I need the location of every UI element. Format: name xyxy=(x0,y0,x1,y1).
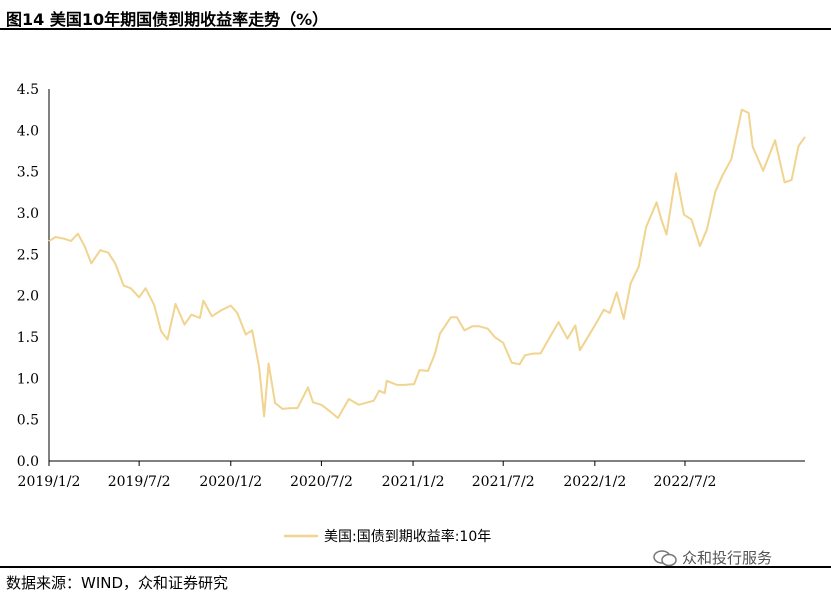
x-tick-label: 2019/7/2 xyxy=(108,474,171,490)
y-tick-label: 2.0 xyxy=(17,289,39,305)
y-tick-label: 4.0 xyxy=(17,123,39,139)
top-rule xyxy=(0,28,831,30)
x-tick-label: 2021/7/2 xyxy=(472,474,535,490)
x-tick-labels: 2019/1/2 2019/7/2 2020/1/2 2020/7/2 2021/1/2… xyxy=(18,474,717,490)
chart-svg: 0.00.51.01.52.02.53.03.54.04.5 2019/1/2 2… xyxy=(17,82,806,545)
legend-label: 美国:国债到期收益率:10年 xyxy=(324,528,491,545)
y-tick-label: 2.5 xyxy=(17,247,39,263)
x-tick-label: 2022/7/2 xyxy=(654,474,717,490)
source-note: 数据来源：WIND，众和证券研究 xyxy=(6,574,229,592)
y-tick-label: 0.0 xyxy=(17,454,39,470)
bottom-rule xyxy=(0,566,831,568)
watermark-text: 众和投行服务 xyxy=(682,549,773,567)
chat-bubble-icon xyxy=(652,549,678,567)
y-tick-label: 1.5 xyxy=(17,330,39,346)
y-tick-label: 0.5 xyxy=(17,413,39,429)
x-tick-label: 2020/1/2 xyxy=(199,474,262,490)
legend: 美国:国债到期收益率:10年 xyxy=(284,528,491,545)
y-tick-label: 1.0 xyxy=(17,371,39,387)
x-tick-label: 2020/7/2 xyxy=(290,474,353,490)
x-tick-label: 2019/1/2 xyxy=(18,474,81,490)
x-tick-marks xyxy=(48,461,686,466)
chart-title: 图14 美国10年期国债到期收益率走势（%） xyxy=(6,10,329,29)
x-tick-label: 2021/1/2 xyxy=(382,474,445,490)
y-tick-label: 3.5 xyxy=(17,165,39,181)
series-line xyxy=(48,108,806,419)
y-tick-labels: 0.0 0.5 1.0 1.5 2.0 2.5 3.0 3.5 4.0 4.5 xyxy=(17,82,39,470)
y-tick-label: 4.5 xyxy=(17,82,39,98)
x-tick-label: 2022/1/2 xyxy=(563,474,626,490)
watermark: 众和投行服务 xyxy=(652,547,772,568)
y-tick-label: 3.0 xyxy=(17,206,39,222)
